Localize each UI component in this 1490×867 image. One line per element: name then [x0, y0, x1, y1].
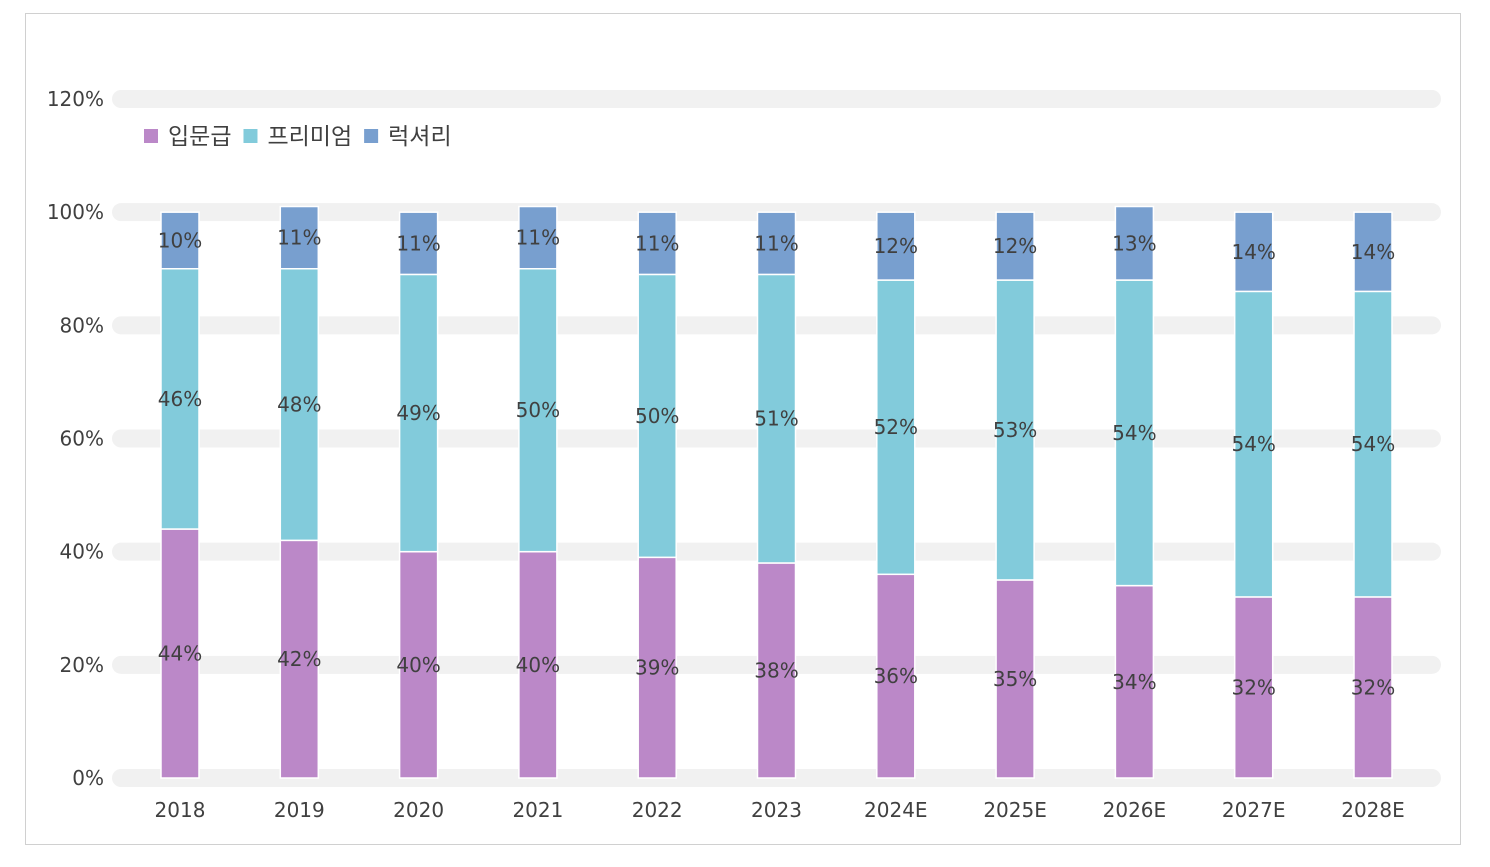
bar-segment — [876, 573, 916, 779]
gridline — [112, 90, 1441, 108]
chart-frame — [25, 13, 1461, 845]
data-label: 40% — [396, 653, 440, 677]
data-label: 48% — [277, 393, 321, 417]
data-label: 12% — [874, 234, 918, 258]
bar-segment — [398, 211, 439, 276]
data-label: 50% — [635, 404, 679, 428]
y-tick-label: 40% — [60, 540, 104, 564]
data-label: 44% — [158, 642, 202, 666]
data-label: 11% — [277, 226, 321, 250]
data-label: 42% — [277, 647, 321, 671]
bar-segment — [1233, 211, 1274, 293]
data-label: 54% — [1231, 432, 1275, 456]
legend-swatch — [144, 129, 158, 143]
x-tick-label: 2022 — [632, 798, 683, 822]
data-label: 49% — [396, 401, 440, 425]
data-label: 38% — [754, 658, 798, 682]
data-label: 39% — [635, 656, 679, 680]
x-tick-label: 2023 — [751, 798, 802, 822]
bar-segment — [160, 528, 200, 779]
data-label: 53% — [993, 418, 1037, 442]
data-label: 35% — [993, 667, 1037, 691]
bar-segment — [876, 279, 916, 576]
data-label: 32% — [1231, 675, 1275, 699]
x-tick-label: 2026E — [1103, 798, 1167, 822]
x-tick-label: 2018 — [155, 798, 206, 822]
data-label: 11% — [516, 226, 560, 250]
bar-segment — [756, 273, 797, 564]
data-label: 11% — [635, 231, 679, 255]
data-label: 54% — [1351, 432, 1395, 456]
data-label: 46% — [158, 387, 202, 411]
bar-segment — [756, 211, 797, 276]
bar-segment — [518, 268, 558, 553]
bar-segment — [160, 268, 200, 530]
x-tick-label: 2020 — [393, 798, 444, 822]
bar-segment — [995, 211, 1035, 281]
bar-segment — [1114, 205, 1155, 281]
x-tick-label: 2021 — [512, 798, 563, 822]
bar-segment — [279, 205, 320, 270]
data-label: 40% — [516, 653, 560, 677]
bar-segment — [1233, 596, 1274, 779]
legend-label: 입문급 — [168, 124, 231, 150]
x-tick-label: 2028E — [1341, 798, 1405, 822]
legend-swatch — [243, 129, 258, 143]
bar-segment — [995, 279, 1035, 581]
bar-segment — [637, 273, 677, 559]
legend-label: 프리미엄 — [267, 124, 352, 150]
x-tick-label: 2024E — [864, 798, 928, 822]
y-tick-label: 100% — [47, 200, 104, 224]
bar-segment — [637, 211, 677, 276]
data-label: 10% — [158, 228, 202, 252]
data-label: 11% — [396, 231, 440, 255]
bar-segment — [1233, 290, 1274, 598]
legend-label: 럭셔리 — [388, 124, 451, 150]
y-tick-label: 20% — [60, 653, 104, 677]
data-label: 50% — [516, 398, 560, 422]
bar-segment — [637, 556, 677, 779]
bar-segment — [398, 273, 439, 553]
bar-segment — [756, 562, 797, 779]
data-label: 14% — [1351, 240, 1395, 264]
bar-segment — [518, 550, 558, 779]
y-tick-label: 120% — [47, 87, 104, 111]
bar-segment — [398, 550, 439, 779]
data-label: 51% — [754, 407, 798, 431]
data-label: 52% — [874, 415, 918, 439]
x-tick-label: 2027E — [1222, 798, 1286, 822]
data-label: 12% — [993, 234, 1037, 258]
x-tick-label: 2025E — [983, 798, 1047, 822]
data-label: 32% — [1351, 675, 1395, 699]
x-tick-label: 2019 — [274, 798, 325, 822]
data-label: 14% — [1231, 240, 1275, 264]
data-label: 11% — [754, 231, 798, 255]
data-label: 54% — [1112, 421, 1156, 445]
data-label: 36% — [874, 664, 918, 688]
bar-segment — [279, 268, 320, 542]
bar-segment — [1353, 211, 1393, 293]
bar-segment — [279, 539, 320, 779]
bar-segment — [518, 205, 558, 270]
legend-swatch — [364, 129, 379, 143]
bar-segment — [160, 211, 200, 270]
data-label: 13% — [1112, 231, 1156, 255]
data-label: 34% — [1112, 670, 1156, 694]
y-tick-label: 0% — [72, 766, 104, 790]
bar-segment — [876, 211, 916, 281]
y-tick-label: 80% — [60, 313, 104, 337]
y-tick-label: 60% — [60, 427, 104, 451]
bar-segment — [995, 579, 1035, 779]
